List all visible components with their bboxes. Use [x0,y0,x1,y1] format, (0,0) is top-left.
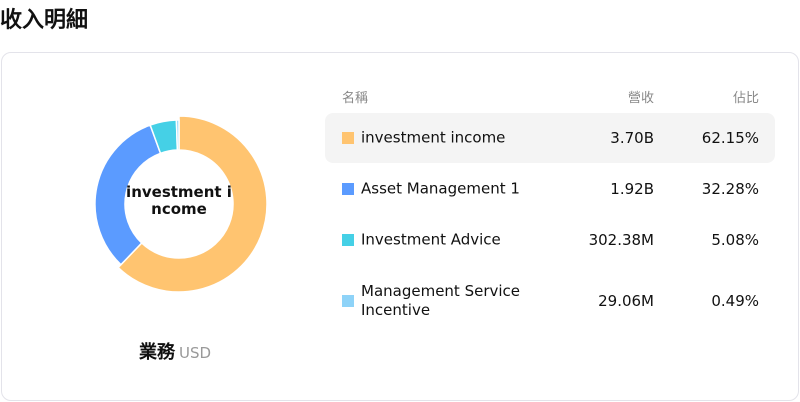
item-name: Management Service Incentive [361,282,521,319]
legend-row[interactable]: Investment Advice 302.38M 5.08% [325,215,775,265]
item-percent: 62.15% [701,129,759,147]
color-swatch [342,234,354,246]
donut-center-label: investment income [126,183,232,218]
color-swatch [342,183,354,195]
chart-caption: 業務 USD [0,338,350,364]
donut-slice[interactable] [175,119,180,151]
item-value: 1.92B [610,180,654,198]
donut-slice[interactable] [94,124,162,266]
item-name: Investment Advice [361,230,501,249]
item-value: 3.70B [610,129,654,147]
color-swatch [342,295,354,307]
legend-row[interactable]: Management Service Incentive 29.06M 0.49… [325,276,775,326]
header-revenue: 營收 [627,91,654,106]
item-value: 29.06M [598,292,654,310]
item-name: Asset Management 1 [361,179,520,198]
item-value: 302.38M [588,231,654,249]
item-name: investment income [361,128,506,147]
caption-unit: USD [178,344,212,362]
legend-row[interactable]: Asset Management 1 1.92B 32.28% [325,164,775,214]
header-name: 名稱 [342,91,369,106]
page-title: 收入明細 [0,8,89,33]
item-percent: 0.49% [711,292,759,310]
revenue-card [1,52,799,401]
legend-row[interactable]: investment income 3.70B 62.15% [325,113,775,163]
item-percent: 32.28% [701,180,759,198]
color-swatch [342,132,354,144]
item-percent: 5.08% [711,231,759,249]
donut-chart [94,115,268,293]
donut-slice[interactable] [117,115,268,293]
header-share: 佔比 [732,91,759,106]
caption-business: 業務 [138,342,175,363]
